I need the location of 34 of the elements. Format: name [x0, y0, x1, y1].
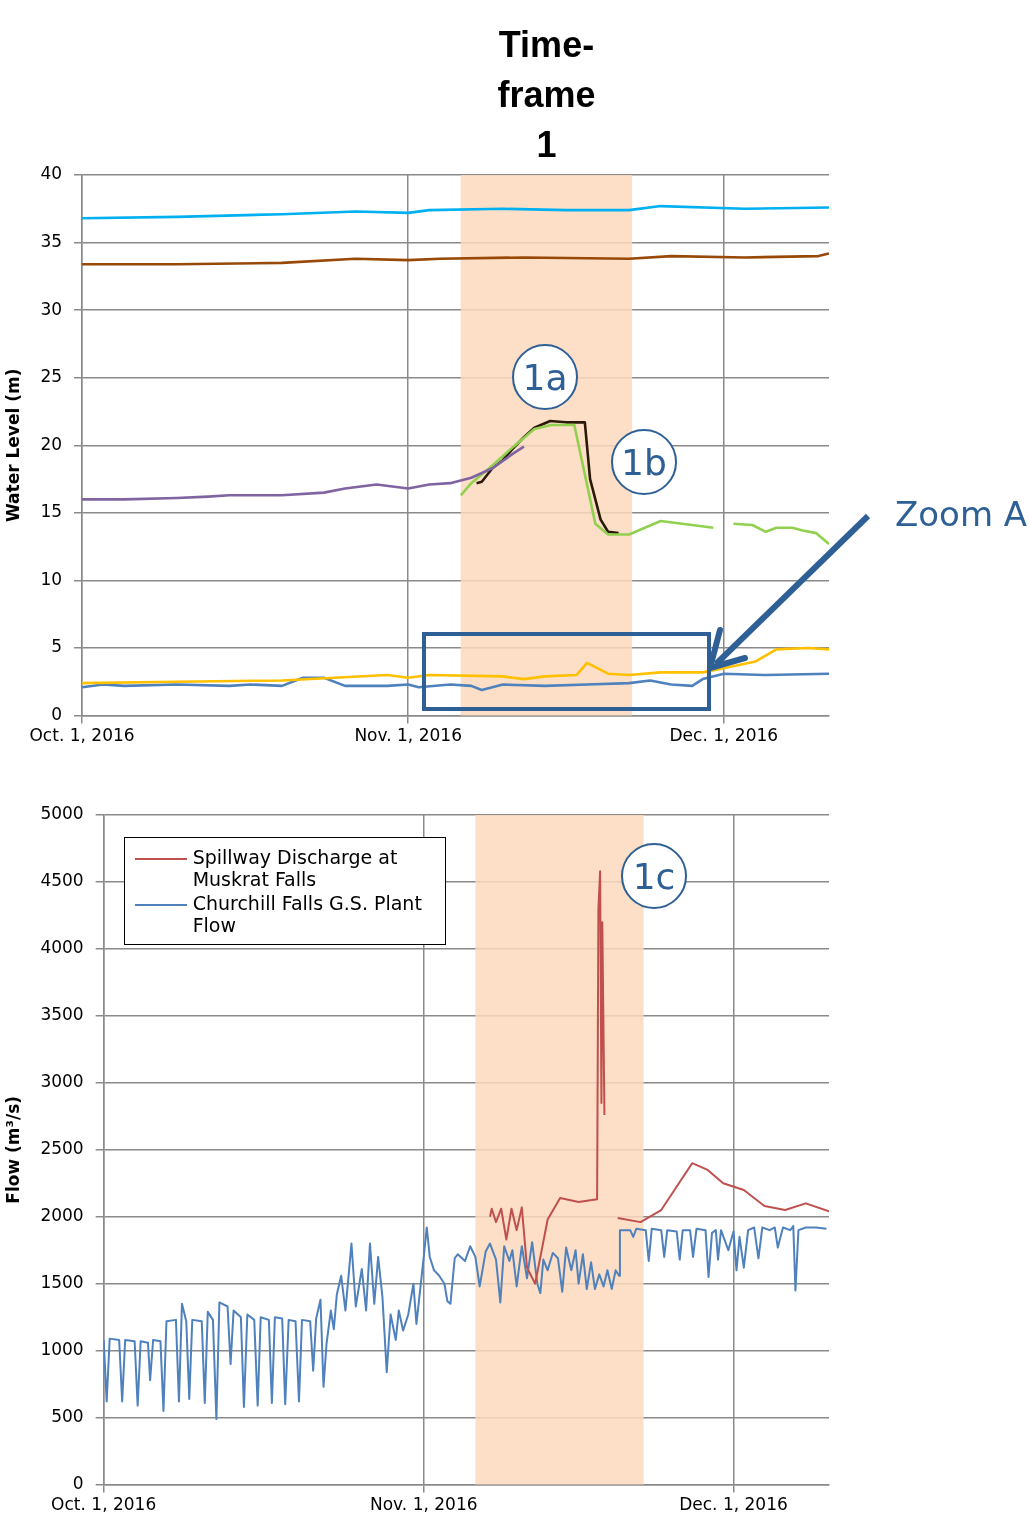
y-tick-label: 1500 [40, 1272, 84, 1293]
y-tick-label: 500 [51, 1406, 84, 1427]
y-tick-label: 2000 [40, 1205, 84, 1226]
x-tick-label: Dec. 1, 2016 [669, 725, 779, 746]
y-tick-label: 4500 [40, 870, 84, 891]
y-axis-title: Flow (m³/s) [2, 1095, 23, 1204]
x-tick-label: Dec. 1, 2016 [679, 1494, 788, 1515]
y-tick-label: 2500 [40, 1138, 84, 1159]
x-tick-label: Oct. 1, 2016 [51, 1494, 157, 1515]
y-tick-label: 20 [40, 433, 63, 454]
x-tick-label: Oct. 1, 2016 [29, 725, 135, 746]
y-tick-label: 0 [51, 704, 63, 725]
y-tick-label: 25 [40, 366, 63, 387]
y-tick-label: 0 [72, 1473, 84, 1494]
y-tick-label: 3000 [40, 1071, 84, 1092]
y-tick-label: 15 [40, 501, 63, 522]
legend-label: Spillway Discharge at Muskrat Falls [192, 846, 399, 890]
y-tick-label: 10 [40, 568, 63, 589]
band-label: Time-frame 1 [496, 23, 597, 167]
text: Zoom A [895, 494, 1028, 534]
y-tick-label: 5 [51, 636, 63, 657]
y-tick-label: 1000 [40, 1339, 84, 1360]
x-tick-label: Nov. 1, 2016 [354, 725, 462, 746]
y-axis-title: Water Level (m) [2, 368, 23, 523]
y-tick-label: 3500 [40, 1004, 84, 1025]
x-tick-label: Nov. 1, 2016 [369, 1494, 478, 1515]
y-tick-label: 5000 [40, 803, 84, 824]
y-tick-label: 4000 [40, 937, 84, 958]
legend-label: Churchill Falls G.S. Plant Flow [192, 892, 423, 936]
y-tick-label: 35 [40, 231, 63, 251]
y-tick-label: 30 [40, 298, 63, 319]
y-tick-label: 40 [40, 163, 63, 184]
circled-label: 1b [611, 429, 677, 495]
circled-label: 1c [621, 843, 687, 909]
